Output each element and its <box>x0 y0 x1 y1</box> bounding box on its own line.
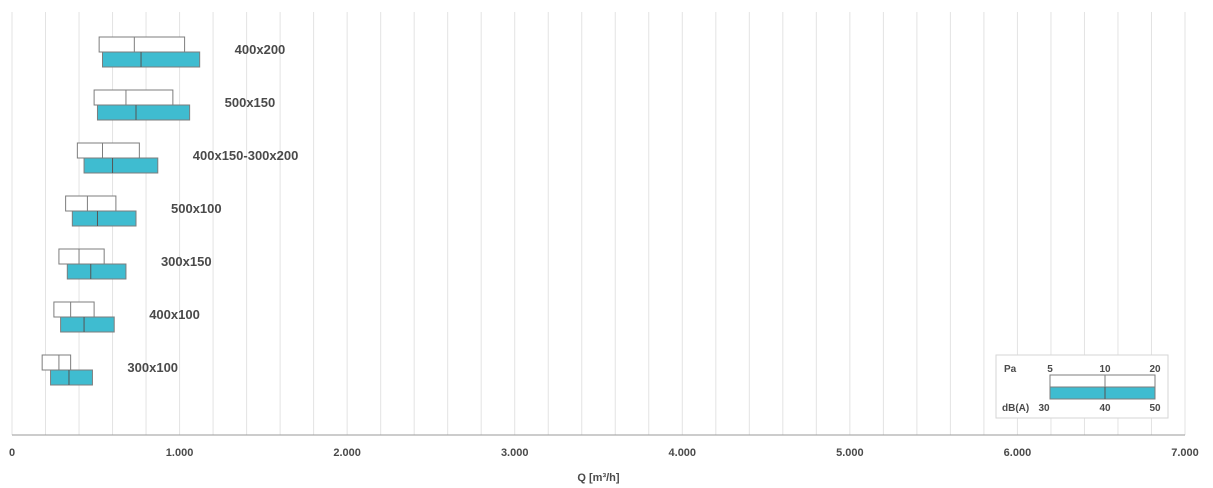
range-bar-group: 400x100 <box>53 301 200 333</box>
db-range-bar <box>50 369 93 386</box>
range-bar-group: 300x150 <box>58 248 212 280</box>
category-label: 500x100 <box>171 201 222 216</box>
category-label: 400x150-300x200 <box>193 148 299 163</box>
category-label: 400x200 <box>235 42 286 57</box>
x-tick-labels: 0 1.000 2.000 3.000 4.000 5.000 6.000 7.000 <box>9 447 1199 459</box>
range-bar-group: 300x100 <box>41 354 178 386</box>
pa-range-bar <box>53 301 95 318</box>
x-tick-label: 3.000 <box>501 447 529 459</box>
legend-pa-value: 20 <box>1149 364 1161 375</box>
pa-range-bar <box>41 354 72 371</box>
legend-db-value: 50 <box>1149 403 1161 414</box>
legend-db-value: 40 <box>1099 403 1111 414</box>
db-range-bar <box>101 51 201 68</box>
x-tick-label: 2.000 <box>333 447 361 459</box>
legend-pa-bar <box>1049 374 1156 388</box>
bars: 400x200 500x150 400x150-300x200 500x100 300x… <box>41 36 299 386</box>
legend-db-label: dB(A) <box>1002 403 1029 414</box>
category-label: 500x150 <box>225 95 276 110</box>
range-bar-group: 500x150 <box>93 89 276 121</box>
category-label: 300x150 <box>161 254 212 269</box>
range-bar-group: 500x100 <box>65 195 222 227</box>
category-label: 400x100 <box>149 307 200 322</box>
db-range-bar <box>96 104 191 121</box>
db-range-bar <box>60 316 115 333</box>
x-tick-label: 5.000 <box>836 447 864 459</box>
x-tick-label: 0 <box>9 447 15 459</box>
pa-range-bar <box>98 36 186 53</box>
pa-range-bar <box>58 248 105 265</box>
legend-db-value: 30 <box>1038 403 1050 414</box>
x-axis-title: Q [m³/h] <box>577 472 619 484</box>
db-range-bar <box>71 210 137 227</box>
legend-pa-value: 10 <box>1099 364 1111 375</box>
legend-db-bar <box>1049 386 1156 400</box>
x-tick-label: 6.000 <box>1004 447 1032 459</box>
legend: Pa 5 10 20 dB(A) 30 40 50 <box>995 354 1169 419</box>
x-tick-label: 1.000 <box>166 447 194 459</box>
x-tick-label: 7.000 <box>1171 447 1199 459</box>
legend-pa-value: 5 <box>1047 364 1053 375</box>
legend-pa-label: Pa <box>1004 364 1017 375</box>
x-tick-label: 4.000 <box>669 447 697 459</box>
pa-range-bar <box>65 195 117 212</box>
db-range-bar <box>66 263 127 280</box>
pa-range-bar <box>76 142 140 159</box>
pa-range-bar <box>93 89 174 106</box>
grid <box>11 12 1186 435</box>
category-label: 300x100 <box>127 360 178 375</box>
range-bar-group: 400x200 <box>98 36 286 68</box>
range-bar-group: 400x150-300x200 <box>76 142 299 174</box>
db-range-bar <box>83 157 159 174</box>
